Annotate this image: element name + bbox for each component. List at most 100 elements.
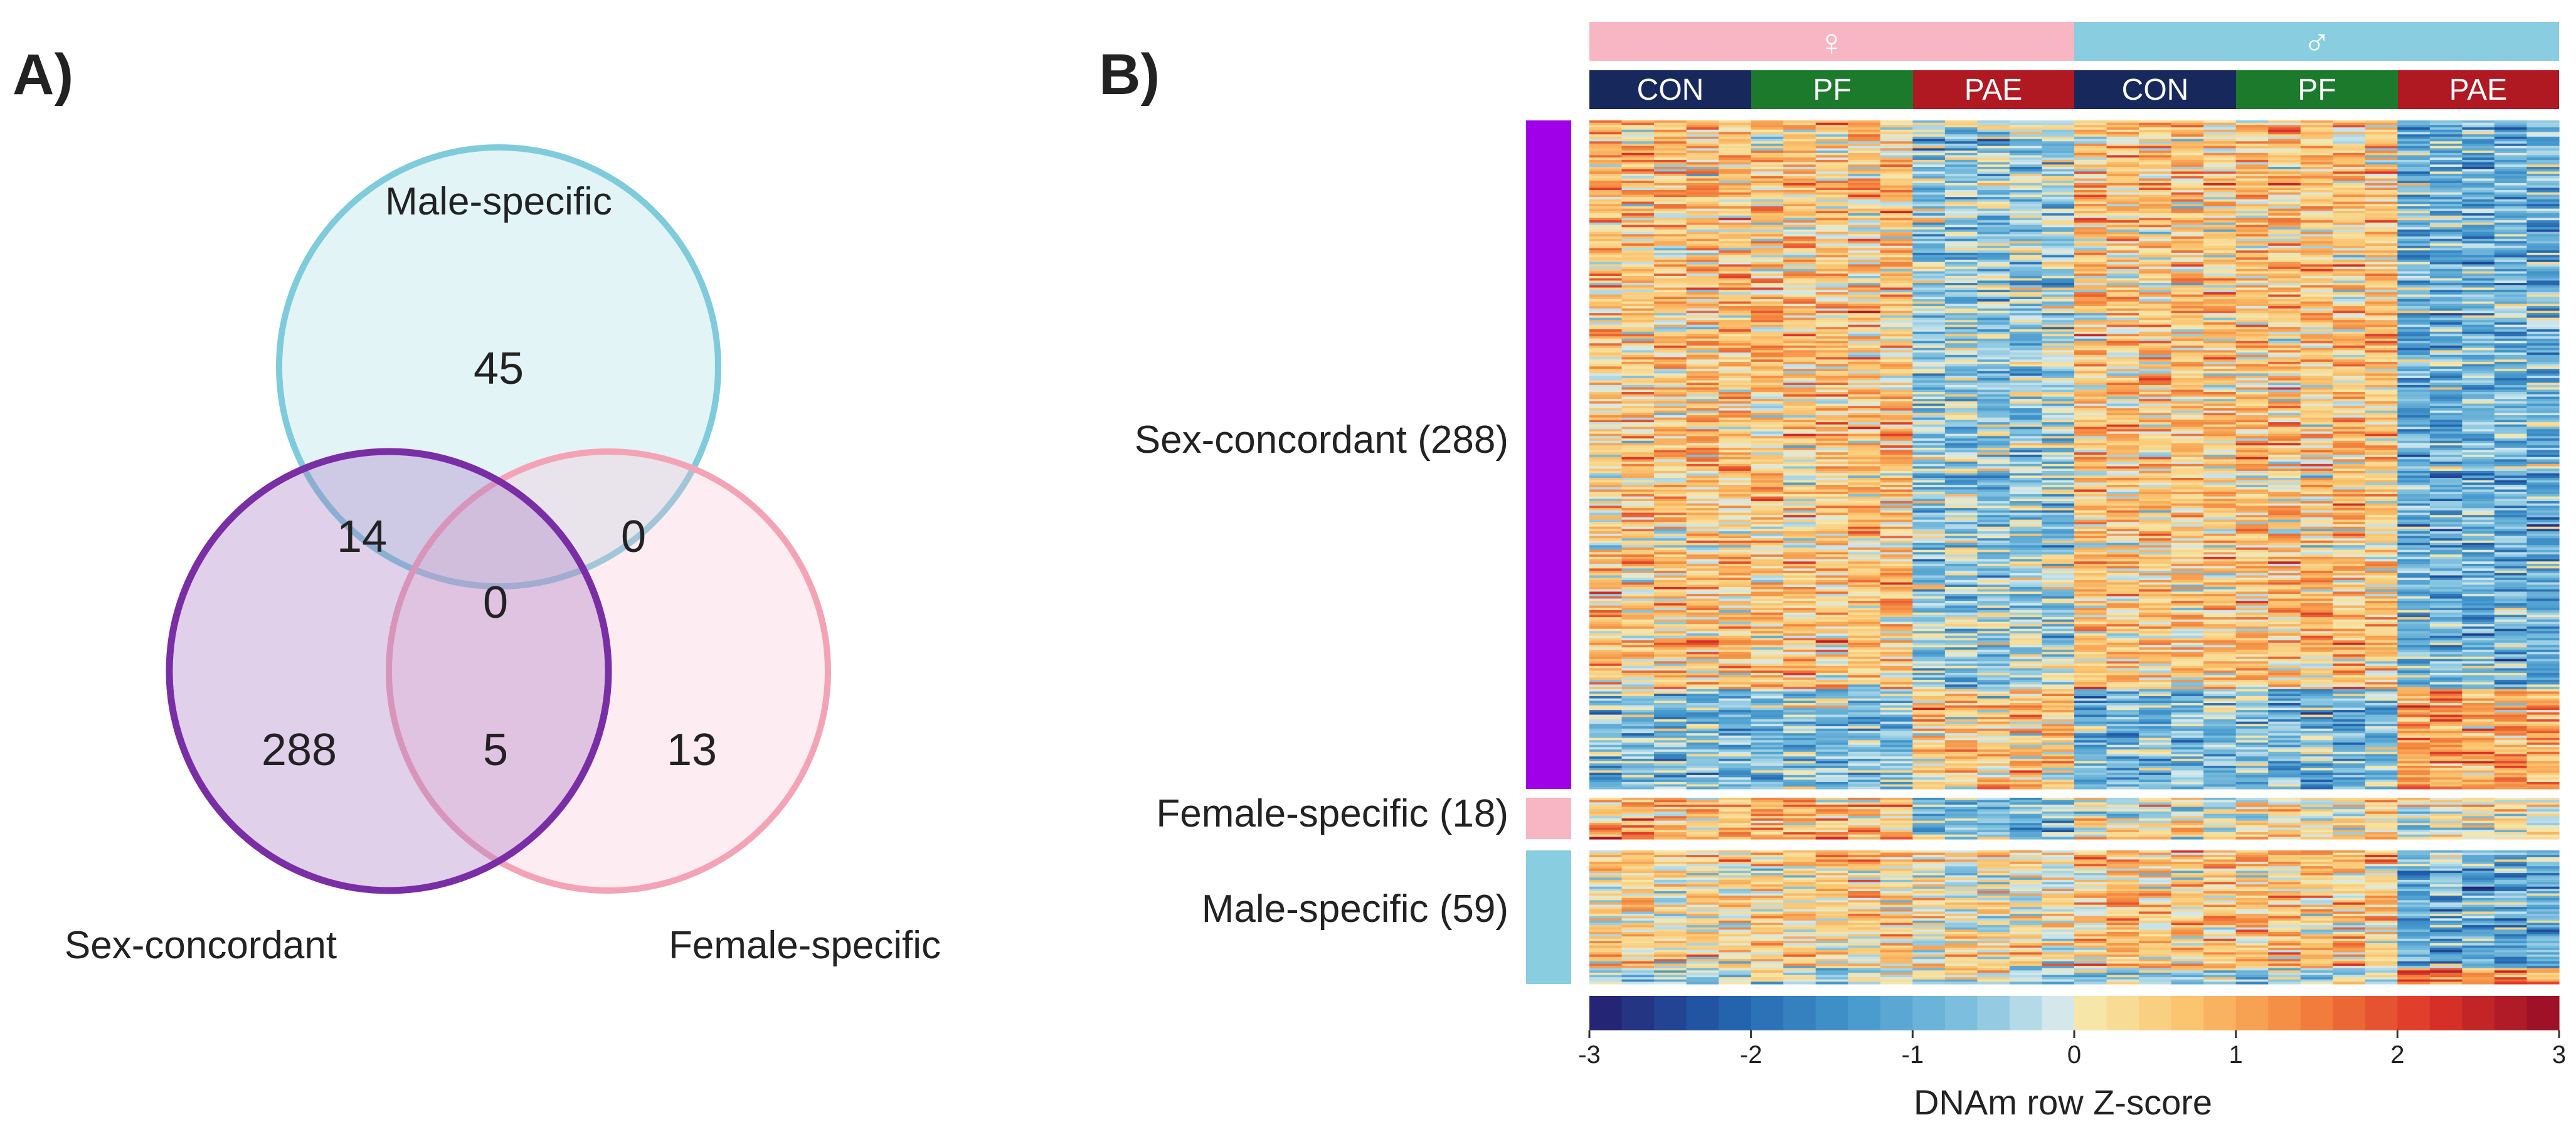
heatmap-cell bbox=[1783, 334, 1816, 337]
heatmap-cell bbox=[1621, 447, 1655, 451]
heatmap-cell bbox=[1815, 429, 1848, 432]
heatmap-cell bbox=[1880, 129, 1913, 133]
heatmap-cell bbox=[2042, 459, 2075, 462]
heatmap-cell bbox=[2139, 424, 2172, 428]
heatmap-cell bbox=[1912, 176, 1946, 179]
heatmap-cell bbox=[1686, 197, 1719, 200]
heatmap-cell bbox=[1977, 408, 2010, 411]
heatmap-cell bbox=[2203, 283, 2237, 286]
heatmap-cell bbox=[1912, 213, 1946, 216]
heatmap-cell bbox=[1654, 324, 1687, 328]
heatmap-cell bbox=[2074, 188, 2107, 191]
heatmap-cell bbox=[1880, 139, 1913, 142]
heatmap-cell bbox=[1880, 445, 1913, 448]
heatmap-cell bbox=[2042, 273, 2075, 277]
heatmap-cell bbox=[1880, 403, 1913, 406]
heatmap-cell bbox=[1912, 384, 1946, 388]
heatmap-cell bbox=[1654, 470, 1687, 474]
heatmap-cell bbox=[2042, 359, 2075, 362]
heatmap-cell bbox=[1944, 176, 1978, 179]
heatmap-cell bbox=[2009, 468, 2043, 472]
heatmap-cell bbox=[1654, 134, 1687, 137]
heatmap-cell bbox=[2462, 178, 2495, 181]
heatmap-cell bbox=[1815, 457, 1848, 460]
heatmap-cell bbox=[2300, 394, 2333, 398]
heatmap-cell bbox=[2171, 215, 2204, 219]
heatmap-cell bbox=[2074, 145, 2107, 149]
heatmap-cell bbox=[1977, 201, 2010, 204]
heatmap-cell bbox=[2429, 359, 2462, 362]
heatmap-cell bbox=[2106, 215, 2139, 219]
heatmap-cell bbox=[2171, 384, 2204, 388]
heatmap-cell bbox=[2526, 129, 2560, 133]
heatmap-cell bbox=[2171, 317, 2204, 320]
heatmap-cell bbox=[2365, 470, 2398, 474]
heatmap-cell bbox=[1719, 267, 1752, 270]
heatmap-cell bbox=[2526, 264, 2560, 267]
heatmap-cell bbox=[1621, 241, 1655, 244]
heatmap-cell bbox=[2203, 120, 2237, 124]
heatmap-cell bbox=[2106, 176, 2139, 179]
heatmap-cell bbox=[2171, 415, 2204, 418]
heatmap-cell bbox=[2494, 459, 2528, 462]
heatmap-cell bbox=[1751, 136, 1784, 140]
heatmap-cell bbox=[2171, 341, 2204, 344]
heatmap-cell bbox=[2365, 492, 2398, 495]
heatmap-cell bbox=[2494, 406, 2528, 409]
heatmap-cell bbox=[1912, 129, 1946, 133]
heatmap-cell bbox=[2106, 201, 2139, 204]
heatmap-cell bbox=[2333, 494, 2366, 497]
heatmap-cell bbox=[1589, 145, 1623, 149]
heatmap-cell bbox=[1654, 403, 1687, 406]
heatmap-cell bbox=[1589, 243, 1623, 246]
heatmap-cell bbox=[2235, 450, 2269, 453]
heatmap-cell bbox=[2106, 384, 2139, 388]
heatmap-cell bbox=[1751, 384, 1784, 388]
heatmap-cell bbox=[2171, 290, 2204, 293]
heatmap-cell bbox=[1880, 280, 1913, 283]
heatmap-cell bbox=[1848, 329, 1881, 332]
heatmap-cell bbox=[1912, 499, 1946, 502]
heatmap-cell bbox=[1654, 475, 1687, 479]
heatmap-cell bbox=[2494, 338, 2528, 342]
heatmap-cell bbox=[2300, 371, 2333, 374]
heatmap-cell bbox=[1654, 182, 1687, 186]
heatmap-cell bbox=[2203, 357, 2237, 360]
heatmap-cell bbox=[1783, 236, 1816, 240]
heatmap-cell bbox=[1815, 299, 1848, 302]
heatmap-cell bbox=[1912, 260, 1946, 263]
heatmap-cell bbox=[2203, 369, 2237, 372]
heatmap-cell bbox=[2333, 271, 2366, 274]
heatmap-cell bbox=[2074, 433, 2107, 436]
heatmap-cell bbox=[2429, 287, 2462, 290]
heatmap-cell bbox=[2009, 327, 2043, 330]
heatmap-cell bbox=[2074, 243, 2107, 246]
heatmap-cell bbox=[1589, 181, 1623, 184]
heatmap-cell bbox=[1783, 241, 1816, 244]
heatmap-cell bbox=[1589, 463, 1623, 467]
heatmap-cell bbox=[2526, 241, 2560, 244]
heatmap-cell bbox=[2526, 406, 2560, 409]
heatmap-cell bbox=[1944, 294, 1978, 297]
heatmap-cell bbox=[2397, 159, 2430, 163]
heatmap-cell bbox=[2526, 361, 2560, 365]
heatmap-cell bbox=[1589, 396, 1623, 399]
heatmap-cell bbox=[2494, 227, 2528, 230]
heatmap-cell bbox=[2235, 466, 2269, 469]
heatmap-cell bbox=[1912, 371, 1946, 374]
heatmap-cell bbox=[2300, 392, 2333, 395]
heatmap-cell bbox=[2139, 234, 2172, 237]
heatmap-cell bbox=[2171, 433, 2204, 436]
heatmap-cell bbox=[2397, 352, 2430, 356]
heatmap-cell bbox=[1912, 245, 1946, 249]
heatmap-cell bbox=[1719, 346, 1752, 349]
heatmap-cell bbox=[1686, 234, 1719, 237]
heatmap-cell bbox=[1783, 190, 1816, 193]
heatmap-cell bbox=[2526, 408, 2560, 411]
heatmap-cell bbox=[2171, 406, 2204, 409]
heatmap-cell bbox=[2042, 201, 2075, 204]
heatmap-cell bbox=[1751, 364, 1784, 367]
heatmap-cell bbox=[2235, 234, 2269, 237]
heatmap-cell bbox=[1912, 327, 1946, 330]
heatmap-cell bbox=[1654, 208, 1687, 211]
